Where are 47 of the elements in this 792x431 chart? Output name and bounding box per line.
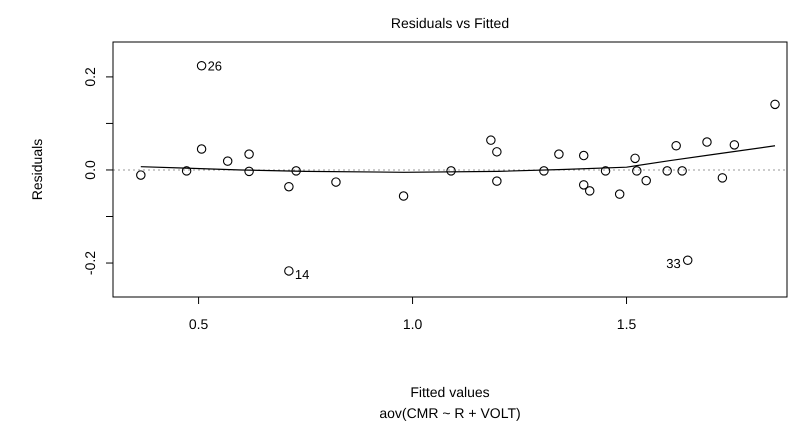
point [632, 166, 642, 176]
y-tick-label: -0.2 [82, 250, 98, 276]
point [244, 149, 254, 159]
point [244, 166, 254, 176]
chart-title: Residuals vs Fitted [390, 15, 510, 31]
point [331, 177, 341, 187]
annotation: 33 [666, 256, 681, 272]
point [182, 166, 192, 176]
point [539, 166, 549, 176]
point [718, 173, 728, 183]
y-tick-label: 0.2 [82, 66, 98, 87]
point [702, 137, 712, 147]
point [486, 135, 496, 145]
point [136, 170, 146, 180]
text: aov(CMR ~ R + VOLT) [379, 405, 521, 421]
point [630, 154, 640, 164]
point [196, 144, 206, 154]
x-tick-label: 1.5 [616, 316, 636, 332]
point [284, 182, 294, 192]
y-tick-label: 0.0 [82, 160, 98, 180]
x-tick-label: 1.0 [402, 316, 422, 332]
point [662, 166, 672, 176]
point [196, 60, 206, 70]
point [584, 186, 594, 196]
annotation: 14 [294, 266, 310, 282]
point [554, 149, 564, 159]
point [600, 166, 610, 176]
point [730, 140, 740, 150]
point [492, 147, 502, 157]
point [398, 191, 408, 201]
point [682, 255, 692, 265]
point [677, 166, 687, 176]
annotation: 26 [208, 58, 222, 74]
point [578, 180, 588, 190]
point [671, 141, 681, 151]
point [770, 100, 780, 110]
point [291, 166, 301, 176]
x-axis-title: Fitted values [410, 384, 490, 400]
x-tick-label: 0.5 [188, 316, 209, 332]
point [578, 150, 588, 160]
y-axis-title: Residuals [29, 138, 45, 200]
point [222, 156, 232, 166]
point [284, 266, 294, 276]
point [641, 176, 651, 186]
point [446, 166, 456, 176]
point [614, 189, 624, 199]
point [492, 176, 502, 186]
